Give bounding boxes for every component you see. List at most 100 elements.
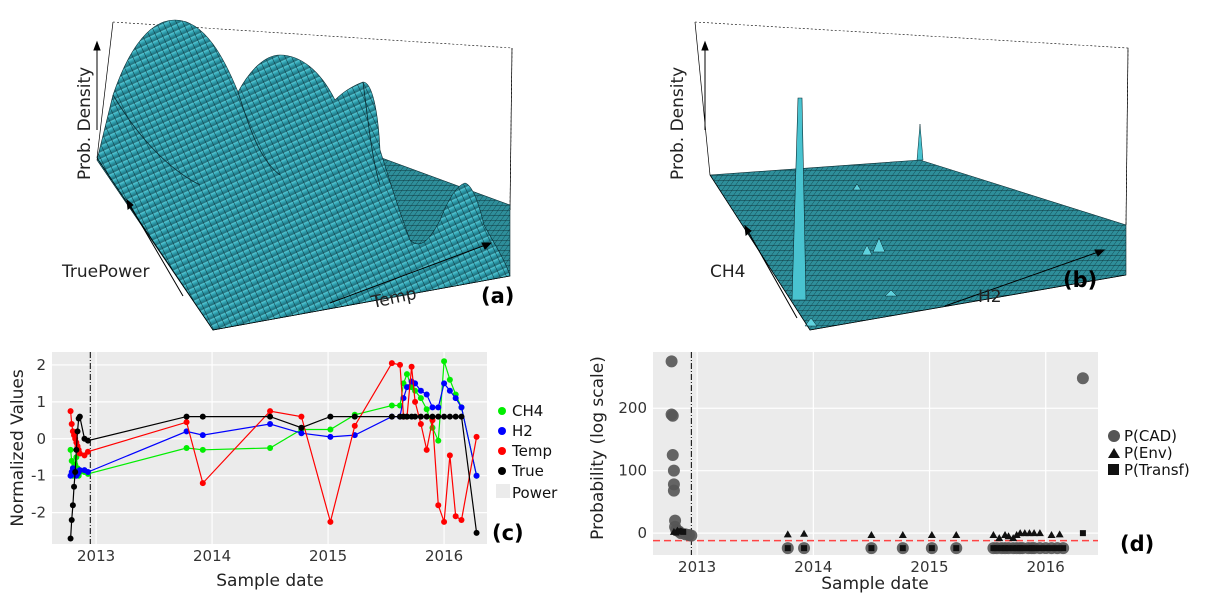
data-point-p-transf bbox=[1002, 545, 1009, 552]
data-point-true-power bbox=[452, 413, 459, 420]
chart-c-series-group bbox=[67, 358, 480, 542]
data-point-true-power bbox=[435, 413, 442, 420]
data-point-p-transf bbox=[1025, 545, 1032, 552]
data-point-temp bbox=[68, 421, 75, 427]
data-point-p-env bbox=[867, 531, 876, 539]
data-point-true-power bbox=[473, 529, 480, 536]
y-tick-label: 100 bbox=[618, 462, 647, 480]
data-point-temp bbox=[397, 361, 403, 368]
data-point-true-power bbox=[403, 413, 410, 420]
data-point-p-env bbox=[1030, 529, 1039, 537]
data-point-p-env bbox=[989, 531, 998, 539]
data-point-h2 bbox=[446, 387, 453, 394]
panel-a-x-label: TruePower bbox=[61, 262, 150, 282]
x-tick-label: 2013 bbox=[678, 558, 716, 576]
data-point-true-power bbox=[412, 413, 419, 420]
data-point-h2 bbox=[267, 421, 274, 427]
data-point-ch4 bbox=[267, 445, 274, 451]
data-point-p-transf bbox=[993, 545, 1000, 552]
data-point-p-transf bbox=[1048, 545, 1055, 552]
x-tick-label: 2015 bbox=[309, 547, 347, 565]
panel-b-tag: (b) bbox=[1063, 268, 1097, 292]
data-point-h2 bbox=[403, 384, 410, 391]
data-point-p-transf bbox=[1060, 545, 1067, 552]
panel-b-y-label: H2 bbox=[978, 287, 1002, 307]
data-point-true-power bbox=[298, 424, 305, 431]
data-point-true-power bbox=[68, 517, 75, 523]
data-point-p-transf bbox=[680, 528, 687, 535]
data-point-true-power bbox=[72, 469, 79, 475]
data-point-true-power bbox=[199, 413, 206, 420]
data-point-temp bbox=[267, 408, 274, 415]
panel-b-z-label: Prob. Density bbox=[668, 67, 688, 180]
chart-d-series-group bbox=[653, 355, 1098, 555]
data-point-true-power bbox=[388, 413, 395, 420]
data-point-true-power bbox=[327, 413, 334, 420]
surface-ridge-line bbox=[112, 81, 381, 186]
data-point-temp bbox=[435, 502, 442, 509]
chart-c-grid bbox=[52, 352, 487, 544]
data-point-true-power bbox=[417, 413, 424, 420]
data-point-p-cad bbox=[665, 355, 678, 368]
legend-swatch-power bbox=[496, 484, 510, 498]
data-point-h2 bbox=[435, 404, 442, 411]
box-top-edge bbox=[694, 21, 1129, 226]
data-point-p-transf bbox=[868, 545, 875, 552]
data-point-temp bbox=[441, 518, 448, 525]
box-back-edges bbox=[112, 21, 513, 211]
data-point-temp bbox=[183, 419, 190, 426]
data-point-h2 bbox=[417, 387, 424, 394]
data-point-ch4 bbox=[417, 395, 424, 402]
data-point-ch4 bbox=[403, 371, 410, 378]
data-point-temp bbox=[458, 517, 465, 523]
x-tick-label: 2014 bbox=[794, 558, 832, 576]
legend-marker-ptransf bbox=[1108, 464, 1119, 475]
y-tick-label: 0 bbox=[637, 524, 647, 542]
data-point-p-transf bbox=[953, 545, 960, 552]
surface-peaks bbox=[96, 19, 511, 331]
data-point-p-transf bbox=[1031, 545, 1038, 552]
data-point-p-transf bbox=[1010, 545, 1017, 552]
panel-d-scatter-chart: 2013 2014 2015 2016 0 100 200 Probability (log… bbox=[588, 352, 1190, 594]
data-point-p-transf bbox=[1005, 545, 1012, 552]
panel-c-line-chart: 2013 2014 2015 2016 -2 -1 0 1 2 Normalized Value… bbox=[8, 352, 558, 591]
data-point-temp bbox=[298, 413, 305, 420]
chart-d-ylabel: Probability (log scale) bbox=[588, 356, 608, 540]
chart-d-ticks: 2013 2014 2015 2016 0 100 200 bbox=[618, 399, 1064, 576]
data-point-true-power bbox=[441, 413, 448, 420]
legend-marker-penv bbox=[1108, 448, 1120, 458]
data-point-true-power bbox=[73, 446, 80, 453]
data-point-true-power bbox=[446, 413, 453, 420]
chart-c-tag: (c) bbox=[492, 521, 524, 545]
x-tick-label: 2015 bbox=[910, 558, 948, 576]
data-point-p-env bbox=[783, 530, 792, 538]
y-tick-label: 0 bbox=[36, 430, 46, 448]
data-point-true-power bbox=[67, 535, 74, 542]
data-point-p-transf bbox=[1042, 545, 1049, 552]
panel-b-surface-plot: Prob. Density CH4 H2 (b) bbox=[668, 21, 1129, 331]
chart-d-xlabel: Sample date bbox=[821, 574, 928, 594]
data-point-p-transf bbox=[801, 545, 808, 552]
data-point-p-transf bbox=[673, 529, 680, 536]
legend-marker-truepower bbox=[498, 467, 506, 475]
data-point-ch4 bbox=[423, 406, 430, 413]
data-point-temp bbox=[423, 446, 430, 453]
data-point-true-power bbox=[71, 483, 78, 490]
data-point-p-env bbox=[952, 531, 961, 539]
data-point-p-transf bbox=[676, 528, 683, 535]
data-point-temp bbox=[388, 360, 395, 367]
data-point-true-power bbox=[429, 413, 436, 420]
axis-arrow-y bbox=[944, 249, 1106, 307]
data-point-true-power bbox=[76, 413, 83, 420]
data-point-true-power bbox=[458, 413, 465, 420]
legend-marker-temp bbox=[498, 447, 506, 455]
data-point-temp bbox=[412, 398, 419, 405]
data-point-ch4 bbox=[199, 446, 206, 453]
data-point-p-env bbox=[1035, 529, 1044, 537]
data-point-p-env bbox=[927, 531, 936, 539]
surface-spike-ch4 bbox=[791, 97, 807, 301]
data-point-temp bbox=[473, 433, 480, 440]
data-point-p-transf bbox=[990, 545, 997, 552]
data-point-p-cad bbox=[666, 449, 679, 462]
